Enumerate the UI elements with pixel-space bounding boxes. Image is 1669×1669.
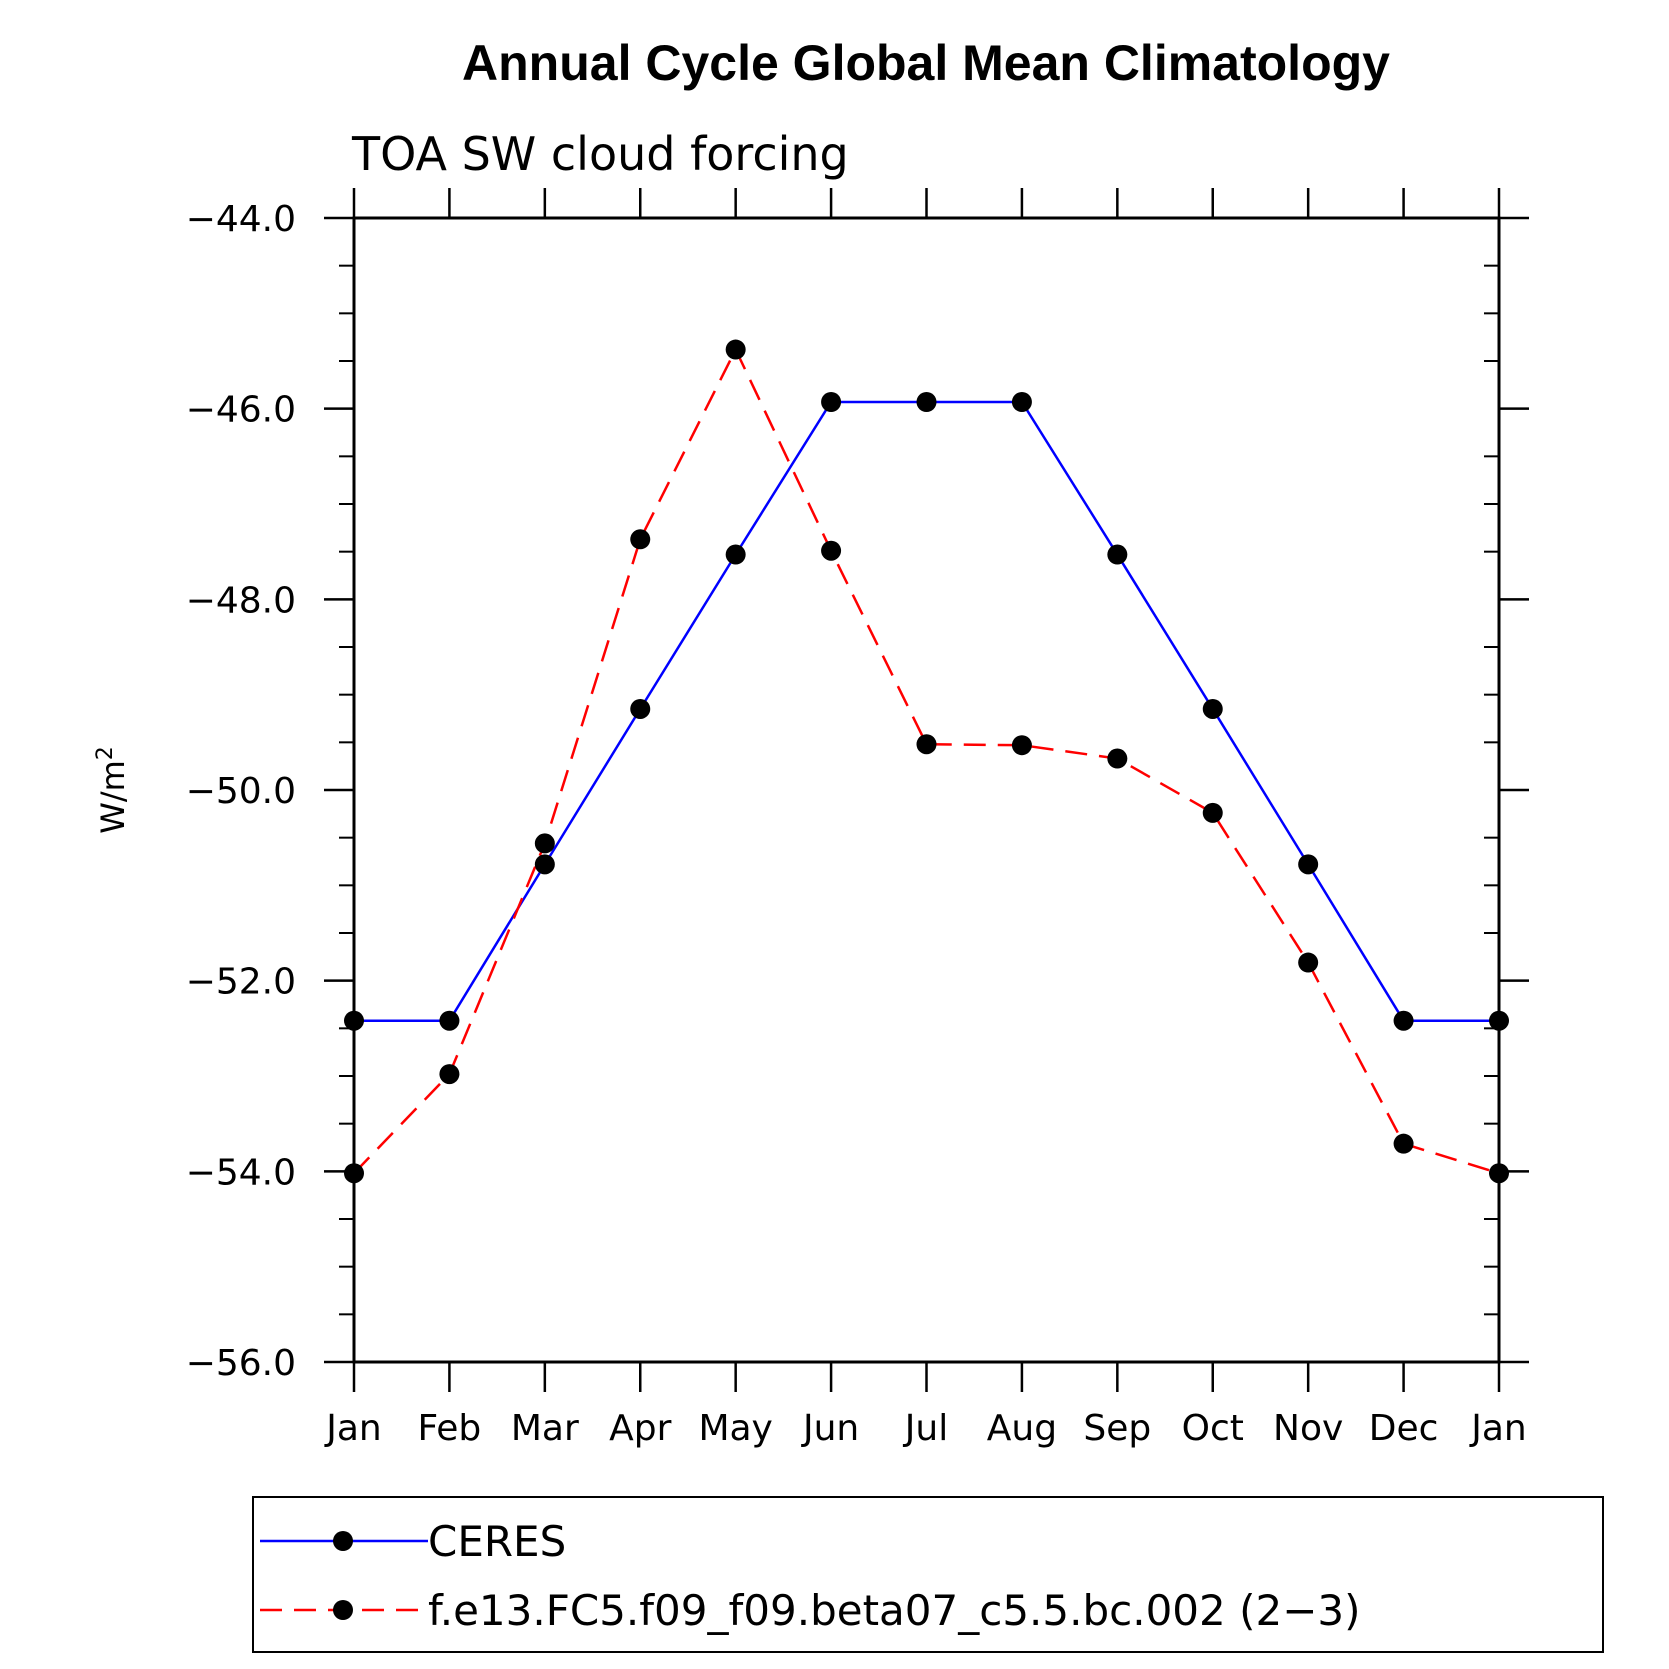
series-line-model xyxy=(353,346,1500,1175)
y-tick-label: −46.0 xyxy=(186,390,296,431)
data-point-ceres xyxy=(439,1010,460,1031)
data-point-ceres xyxy=(1202,698,1223,719)
y-tick-label: −50.0 xyxy=(186,771,296,812)
data-point-model xyxy=(1202,802,1223,823)
x-tick-label: Jan xyxy=(324,1408,382,1449)
x-tick-labels: Jan Feb Mar Apr May Jun Jul Aug Sep Oct Nov Dec Jan xyxy=(324,1408,1527,1449)
y-axis-label-superscript: 2 xyxy=(93,746,118,760)
data-point-ceres xyxy=(1107,544,1128,565)
data-point-ceres xyxy=(1489,1010,1509,1031)
data-point-model xyxy=(1011,735,1032,756)
y-tick-label: −56.0 xyxy=(186,1343,296,1384)
data-point-ceres xyxy=(821,391,842,412)
x-tick-label: Apr xyxy=(609,1408,671,1449)
legend-label-ceres: CERES xyxy=(428,1517,566,1566)
y-tick-label: −44.0 xyxy=(186,199,296,240)
x-tick-label: Dec xyxy=(1369,1408,1439,1449)
x-tick-label: Feb xyxy=(418,1408,482,1449)
x-tick-label: Jan xyxy=(1469,1408,1527,1449)
y-tick-label: −54.0 xyxy=(186,1152,296,1193)
x-tick-label: Jun xyxy=(801,1408,859,1449)
series-line-ceres xyxy=(354,400,1499,1022)
chart-subtitle: TOA SW cloud forcing xyxy=(351,127,849,181)
data-point-model xyxy=(916,734,937,755)
legend-label-model: f.e13.FC5.f09_f09.beta07_c5.5.bc.002 (2−… xyxy=(428,1586,1361,1635)
x-tick-label: Oct xyxy=(1182,1408,1244,1449)
data-point-model xyxy=(1489,1163,1509,1184)
axis-ticks xyxy=(324,188,1529,1392)
data-point-model xyxy=(1107,748,1128,769)
legend-marker-model xyxy=(333,1600,353,1620)
data-point-model xyxy=(344,1163,364,1184)
data-point-model xyxy=(630,529,651,550)
x-tick-label: Jul xyxy=(903,1408,948,1449)
x-tick-label: Nov xyxy=(1273,1408,1343,1449)
plot-area-border xyxy=(352,216,1501,1364)
chart-title: Annual Cycle Global Mean Climatology xyxy=(462,35,1390,91)
data-point-model xyxy=(534,833,555,854)
y-tick-label: −48.0 xyxy=(186,580,296,621)
data-point-ceres xyxy=(534,854,555,875)
x-tick-label: Mar xyxy=(511,1408,579,1449)
data-point-ceres xyxy=(916,391,937,412)
y-tick-label: −52.0 xyxy=(186,962,296,1003)
data-point-model xyxy=(1298,952,1319,973)
data-point-model xyxy=(821,540,842,561)
y-axis-label: W/m2 xyxy=(93,746,132,834)
x-tick-label: Aug xyxy=(987,1408,1057,1449)
y-axis-label-unit: W/m xyxy=(94,760,132,834)
data-point-model xyxy=(725,339,746,360)
data-point-model xyxy=(1393,1133,1414,1154)
data-point-ceres xyxy=(1393,1010,1414,1031)
data-point-ceres xyxy=(725,544,746,565)
y-tick-labels: −56.0 −54.0 −52.0 −50.0 −48.0 −46.0 −44.0 xyxy=(186,199,296,1384)
x-tick-label: Sep xyxy=(1083,1408,1151,1449)
x-tick-label: May xyxy=(698,1408,772,1449)
data-point-ceres xyxy=(344,1010,364,1031)
data-point-ceres xyxy=(1298,854,1319,875)
legend-box xyxy=(252,1496,1604,1653)
plot-frame xyxy=(352,216,1501,1364)
series-layer xyxy=(344,339,1509,1184)
data-point-ceres xyxy=(630,698,651,719)
legend: CERES f.e13.FC5.f09_f09.beta07_c5.5.bc.0… xyxy=(252,1496,1604,1653)
data-point-model xyxy=(439,1064,460,1085)
data-point-ceres xyxy=(1011,391,1032,412)
legend-marker-ceres xyxy=(333,1531,353,1551)
